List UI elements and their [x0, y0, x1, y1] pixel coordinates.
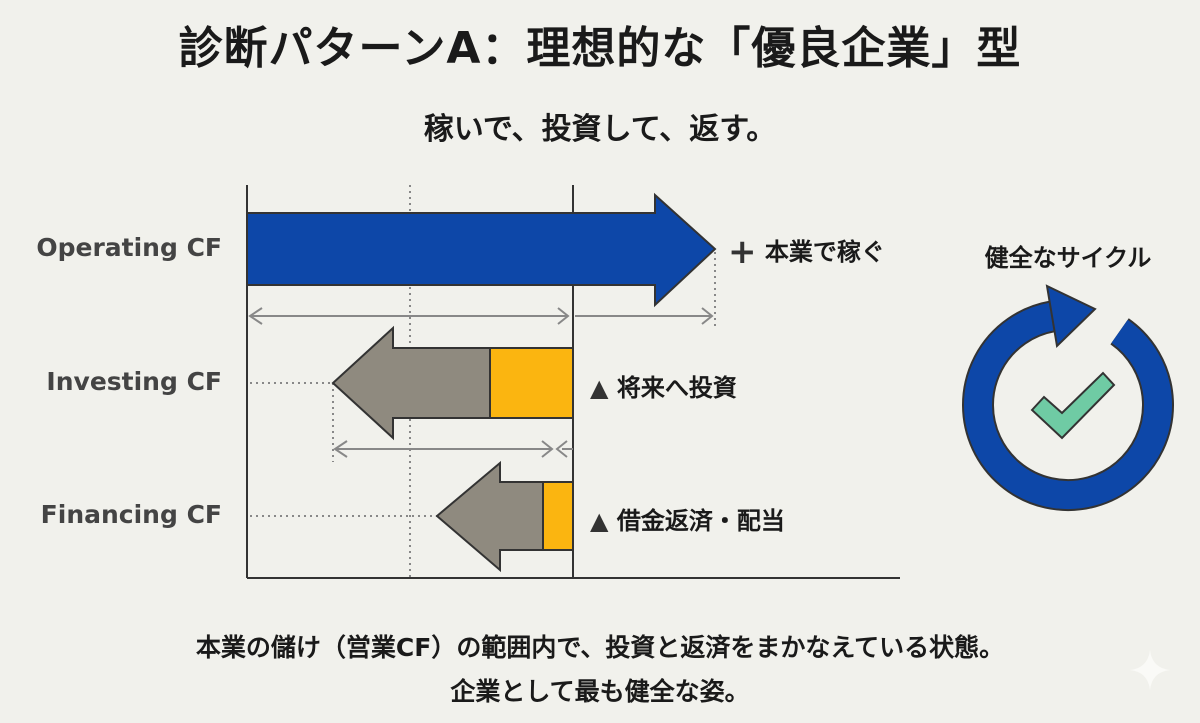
- row-label-operating: Operating CF: [36, 233, 222, 262]
- sparkle-icon: [1130, 650, 1170, 690]
- operating-cf-arrow: [246, 192, 717, 308]
- triangle-icon: ▲: [590, 374, 609, 402]
- row-label-investing: Investing CF: [46, 367, 222, 396]
- checkmark-icon: [1030, 371, 1116, 440]
- row-label-financing: Financing CF: [40, 500, 222, 529]
- note-investing: 将来へ投資: [616, 374, 737, 402]
- subtitle: 稼いで、投資して、返す。: [423, 112, 777, 147]
- footer-line-1: 本業の儲け（営業CF）の範囲内で、投資と返済をまかなえている状態。: [195, 633, 1005, 662]
- cycle-title: 健全なサイクル: [984, 244, 1152, 272]
- note-investing-group: ▲ 将来へ投資: [590, 368, 737, 403]
- page-title: 診断パターンA：理想的な「優良企業」型: [178, 23, 1022, 74]
- note-operating-group: + 本業で稼ぐ: [728, 232, 885, 272]
- note-operating: 本業で稼ぐ: [764, 238, 885, 266]
- triangle-icon: ▲: [590, 507, 609, 535]
- span-arrow: [333, 440, 573, 458]
- investing-cf-highlight: [489, 347, 574, 419]
- footer-line-2: 企業として最も健全な姿。: [450, 677, 750, 706]
- note-financing-group: ▲ 借金返済・配当: [590, 501, 785, 536]
- plus-icon: +: [728, 232, 757, 272]
- note-financing: 借金返済・配当: [616, 507, 785, 535]
- cycle-check-icon: [962, 284, 1174, 512]
- span-arrow: [248, 307, 714, 325]
- financing-cf-highlight: [542, 481, 574, 551]
